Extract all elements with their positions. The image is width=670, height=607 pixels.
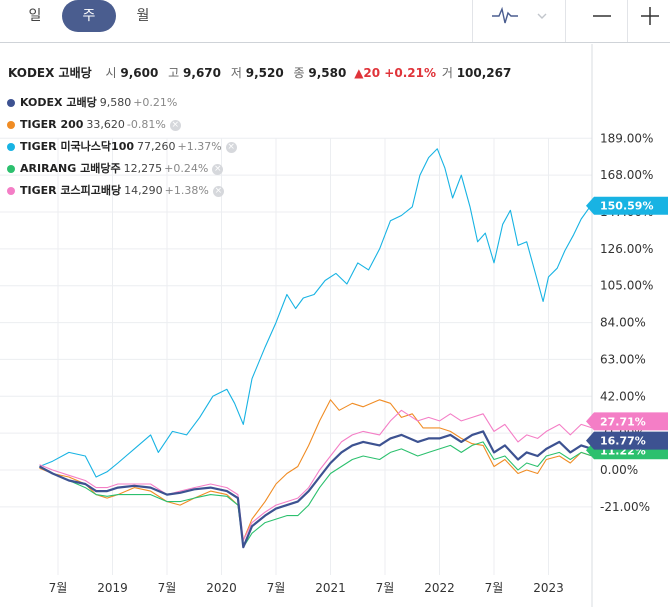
legend-swatch bbox=[7, 121, 15, 129]
volume-label: 거 bbox=[441, 66, 453, 80]
close-label: 종 bbox=[293, 66, 305, 80]
legend-value: 9,580 bbox=[99, 96, 132, 109]
y-tick-label: 84.00% bbox=[600, 316, 646, 330]
toolbar: 일 주 월 bbox=[0, 0, 670, 43]
x-tick-label: 2020 bbox=[206, 581, 237, 595]
legend-item: KODEX 고배당 9,580 +0.21% bbox=[7, 94, 237, 116]
legend-change: +0.24% bbox=[164, 162, 209, 175]
tab-weekly[interactable]: 주 bbox=[62, 0, 116, 32]
x-tick-label: 2021 bbox=[315, 581, 346, 595]
legend-name: TIGER 200 bbox=[20, 118, 84, 131]
remove-series-icon[interactable]: × bbox=[169, 119, 181, 131]
last-value-label: 27.71% bbox=[600, 415, 646, 428]
legend-item: TIGER 코스피고배당 14,290 +1.38% × bbox=[7, 182, 237, 204]
y-tick-label: -21.00% bbox=[600, 500, 650, 514]
x-tick-label: 2023 bbox=[533, 581, 564, 595]
y-tick-label: 126.00% bbox=[600, 242, 653, 256]
y-tick-label: 168.00% bbox=[600, 168, 653, 182]
low-label: 저 bbox=[230, 66, 242, 80]
remove-series-icon[interactable]: × bbox=[212, 185, 224, 197]
remove-series-icon[interactable]: × bbox=[225, 141, 237, 153]
last-value-tag bbox=[586, 196, 668, 215]
y-tick-label: 63.00% bbox=[600, 352, 646, 366]
tab-daily[interactable]: 일 bbox=[28, 8, 42, 24]
legend-item: ARIRANG 고배당주 12,275 +0.24% × bbox=[7, 160, 237, 182]
legend-item: TIGER 200 33,620 -0.81% × bbox=[7, 116, 237, 138]
last-value-tag bbox=[586, 412, 668, 431]
line-chart-icon[interactable] bbox=[490, 4, 520, 28]
series-line bbox=[39, 409, 599, 541]
series-line bbox=[38, 430, 599, 549]
x-tick-label: 7월 bbox=[158, 581, 177, 595]
minus-icon[interactable] bbox=[587, 4, 617, 28]
legend-value: 33,620 bbox=[86, 118, 125, 131]
quote-name: KODEX 고배당 bbox=[8, 66, 92, 80]
open-value: 9,600 bbox=[120, 66, 159, 80]
last-value-label: 16.77% bbox=[600, 435, 646, 448]
chart-legend: KODEX 고배당 9,580 +0.21% TIGER 200 33,620 -0.8… bbox=[7, 94, 237, 204]
change-value: ▲20 +0.21% bbox=[354, 66, 436, 80]
plus-icon[interactable] bbox=[635, 4, 665, 28]
y-tick-label: 0.00% bbox=[600, 463, 638, 477]
tab-monthly[interactable]: 월 bbox=[136, 8, 150, 24]
close-value: 9,580 bbox=[308, 66, 347, 80]
toolbar-divider bbox=[472, 0, 473, 42]
legend-swatch bbox=[7, 99, 15, 107]
toolbar-divider bbox=[565, 0, 566, 42]
volume-value: 100,267 bbox=[456, 66, 512, 80]
x-tick-label: 2019 bbox=[97, 581, 128, 595]
series-line bbox=[39, 148, 598, 478]
toolbar-divider bbox=[627, 0, 628, 42]
x-tick-label: 2022 bbox=[424, 581, 455, 595]
legend-value: 12,275 bbox=[123, 162, 163, 175]
legend-name: KODEX 고배당 bbox=[20, 96, 97, 109]
y-tick-label: 105.00% bbox=[600, 279, 653, 293]
x-tick-label: 7월 bbox=[49, 581, 68, 595]
series-line bbox=[39, 399, 599, 541]
high-value: 9,670 bbox=[183, 66, 222, 80]
chevron-down-icon[interactable] bbox=[532, 4, 552, 28]
last-value-tag bbox=[586, 431, 668, 450]
legend-value: 14,290 bbox=[124, 184, 163, 197]
x-tick-label: 7월 bbox=[267, 581, 286, 595]
legend-change: +1.38% bbox=[164, 184, 209, 197]
x-tick-label: 7월 bbox=[485, 581, 504, 595]
y-tick-label: 42.00% bbox=[600, 389, 646, 403]
legend-swatch bbox=[7, 187, 15, 195]
last-value-label: 150.59% bbox=[600, 200, 653, 213]
legend-change: +0.21% bbox=[133, 96, 178, 109]
remove-series-icon[interactable]: × bbox=[212, 163, 224, 175]
high-label: 고 bbox=[168, 66, 180, 80]
low-value: 9,520 bbox=[245, 66, 284, 80]
legend-value: 77,260 bbox=[137, 140, 176, 153]
y-tick-label: 189.00% bbox=[600, 131, 653, 145]
legend-name: TIGER 미국나스닥100 bbox=[20, 140, 134, 153]
series-line bbox=[39, 441, 598, 548]
legend-change: +1.37% bbox=[177, 140, 222, 153]
legend-change: -0.81% bbox=[126, 118, 166, 131]
legend-item: TIGER 미국나스닥100 77,260 +1.37% × bbox=[7, 138, 237, 160]
legend-swatch bbox=[7, 165, 15, 173]
quote-bar: KODEX 고배당 시 9,600 고 9,670 저 9,520 종 9,58… bbox=[8, 64, 515, 80]
legend-name: TIGER 코스피고배당 bbox=[20, 184, 122, 197]
x-tick-label: 7월 bbox=[376, 581, 395, 595]
legend-name: ARIRANG 고배당주 bbox=[20, 162, 121, 175]
open-label: 시 bbox=[105, 66, 117, 80]
legend-swatch bbox=[7, 143, 15, 151]
